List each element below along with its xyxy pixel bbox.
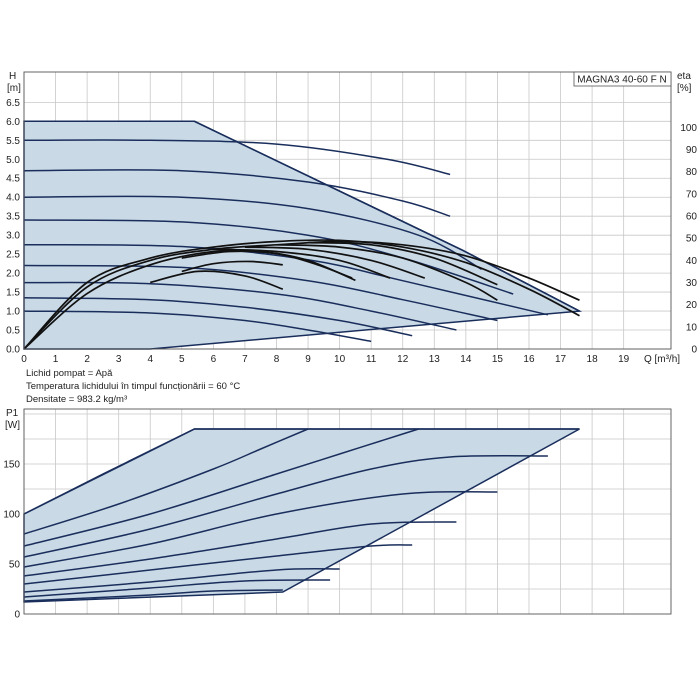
- eta-curve-5: [213, 248, 391, 279]
- p1-curve-7: [23, 544, 413, 585]
- eta-axis-label: eta: [677, 71, 691, 82]
- h-tick-label: 1.0: [6, 307, 20, 318]
- pump-model-label: MAGNA3 40-60 F N: [577, 75, 666, 86]
- eta-tick-label: 80: [686, 167, 698, 178]
- x-tick-label: 14: [460, 354, 472, 365]
- eta-curve-4: [181, 250, 353, 279]
- liquid-note: Lichid pompat = Apă: [26, 368, 113, 379]
- p1-curve-2: [23, 428, 309, 535]
- p1-curve-4: [23, 455, 548, 558]
- x-tick-label: 11: [366, 354, 377, 365]
- x-tick-label: 4: [147, 354, 153, 365]
- p1-curve-1: [23, 428, 580, 515]
- p1-curve-10: [23, 589, 283, 602]
- eta-tick-label: 20: [686, 300, 698, 311]
- h-tick-label: 1.5: [6, 288, 20, 299]
- h-tick-label: 4.5: [6, 174, 20, 185]
- eta-curve-2: [23, 239, 580, 350]
- h-tick-label: 5.5: [6, 136, 20, 147]
- p1-tick-label: 150: [3, 460, 20, 471]
- eta-tick-label: 90: [686, 145, 698, 156]
- h-curve-7: [23, 264, 498, 322]
- h-axis-label: H: [9, 71, 16, 82]
- h-tick-label: 3.5: [6, 212, 20, 223]
- p1-curve-5: [23, 490, 498, 568]
- x-tick-label: 13: [429, 354, 441, 365]
- h-tick-label: 5.0: [6, 155, 20, 166]
- h-tick-label: 6.0: [6, 117, 20, 128]
- x-tick-label: 0: [21, 354, 27, 365]
- x-tick-label: 19: [618, 354, 630, 365]
- eta-tick-label: 40: [686, 256, 698, 267]
- eta-tick-label: 60: [686, 212, 698, 223]
- x-tick-label: 16: [523, 354, 535, 365]
- p1-axis-label: P1: [6, 408, 19, 419]
- density-note: Densitate = 983.2 kg/m³: [26, 394, 127, 405]
- x-tick-label: 9: [305, 354, 311, 365]
- h-panel-frame: [23, 71, 672, 350]
- x-tick-label: 17: [555, 354, 567, 365]
- temperature-note: Temperatura lichidului în timpul funcțio…: [26, 381, 240, 392]
- p1-curve-6: [23, 521, 457, 577]
- p1-operating-area: [23, 428, 580, 603]
- eta-tick-label: 70: [686, 189, 698, 200]
- h-curve-2: [23, 139, 451, 176]
- eta-tick-label: 0: [691, 345, 697, 356]
- h-curve-9: [23, 297, 413, 337]
- p1-curve-8: [23, 568, 340, 593]
- h-tick-label: 6.5: [6, 98, 20, 109]
- eta-tick-label: 30: [686, 278, 698, 289]
- pump-label-box: [573, 71, 672, 87]
- eta-tick-label: 100: [680, 123, 697, 134]
- x-tick-label: 5: [179, 354, 185, 365]
- h-axis-unit: [m]: [7, 83, 21, 94]
- h-tick-label: 0.5: [6, 326, 20, 337]
- h-curve-3: [23, 169, 451, 217]
- x-tick-label: 6: [211, 354, 217, 365]
- p1-curve-3: [23, 428, 419, 547]
- eta-curve-1: [23, 240, 580, 350]
- h-tick-label: 2.5: [6, 250, 20, 261]
- h-tick-label: 3.0: [6, 231, 20, 242]
- h-curve-4: [23, 195, 482, 270]
- x-tick-label: 15: [492, 354, 504, 365]
- eta-curve-6: [244, 246, 426, 279]
- p1-panel-frame: [23, 408, 672, 615]
- h-tick-label: 4.0: [6, 193, 20, 204]
- p1-axis-unit: [W]: [5, 420, 20, 431]
- x-tick-label: 1: [53, 354, 59, 365]
- x-tick-label: 8: [274, 354, 280, 365]
- eta-tick-label: 50: [686, 234, 698, 245]
- eta-axis-unit: [%]: [677, 83, 692, 94]
- h-tick-label: 0.0: [6, 345, 20, 356]
- eta-curve-10: [150, 270, 284, 291]
- p1-curve-9: [23, 579, 331, 598]
- eta-tick-label: 10: [686, 322, 698, 333]
- x-tick-label: 18: [587, 354, 599, 365]
- h-tick-label: 2.0: [6, 269, 20, 280]
- x-axis-label: Q [m³/h]: [644, 354, 680, 365]
- x-tick-label: 2: [84, 354, 90, 365]
- eta-curve-8: [307, 241, 498, 286]
- eta-curve-3: [23, 249, 356, 350]
- eta-curve-9: [181, 260, 283, 273]
- x-tick-label: 10: [334, 354, 346, 365]
- h-curve-10: [23, 310, 372, 343]
- x-tick-label: 12: [397, 354, 409, 365]
- h-curve-8: [23, 281, 457, 331]
- p1-tick-label: 100: [3, 510, 20, 521]
- eta-curve-7: [276, 243, 498, 301]
- x-tick-label: 3: [116, 354, 122, 365]
- x-tick-label: 7: [242, 354, 248, 365]
- p1-tick-label: 0: [14, 610, 20, 621]
- h-curve-5: [23, 219, 514, 295]
- p1-tick-label: 50: [9, 560, 21, 571]
